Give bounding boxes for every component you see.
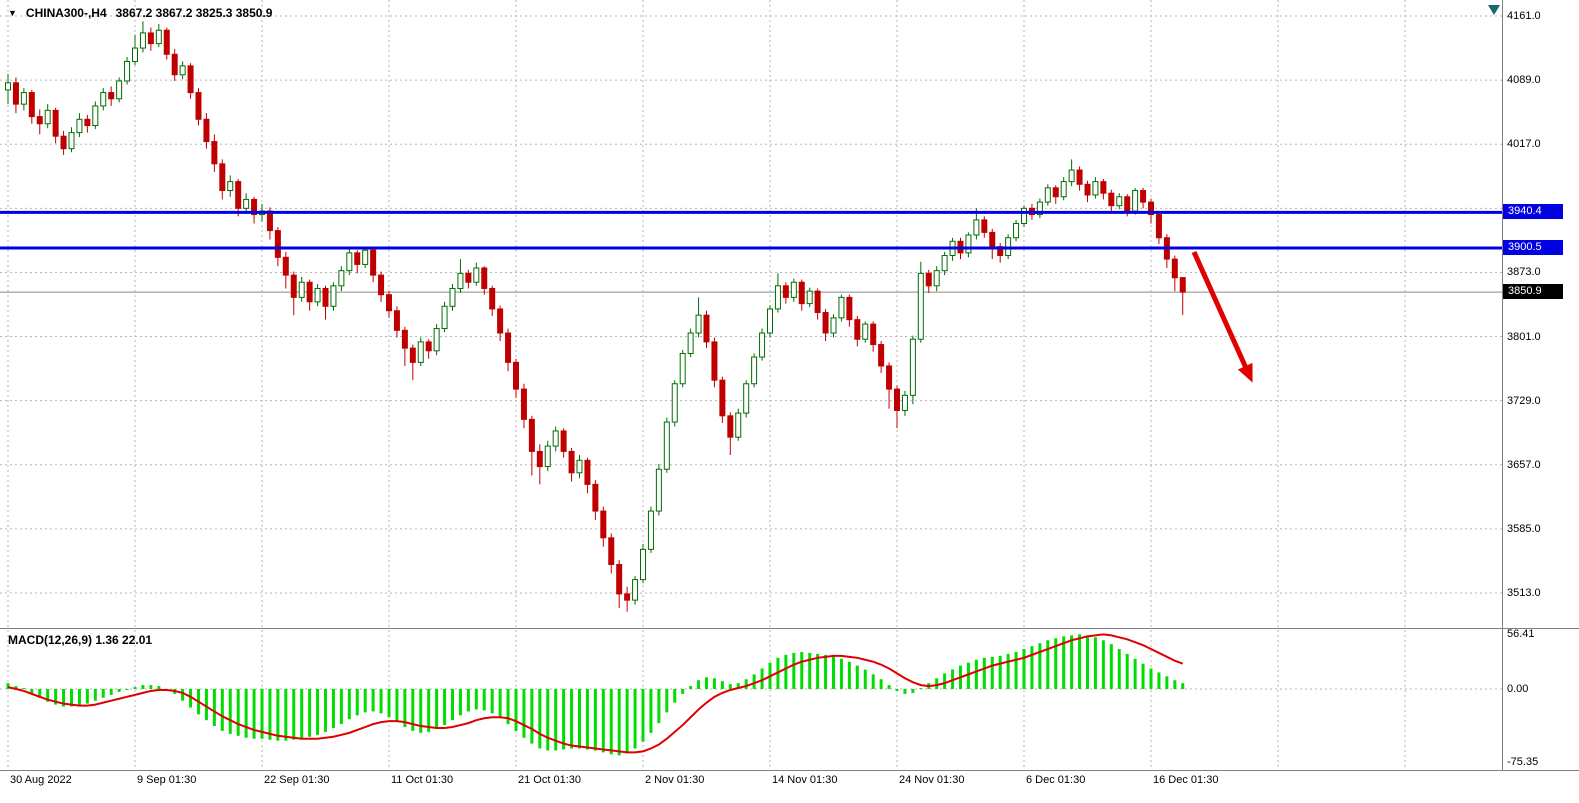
price-axis-label: 3585.0 <box>1507 522 1541 535</box>
level-price-badge: 3900.5 <box>1503 239 1563 255</box>
time-axis-label: 16 Dec 01:30 <box>1153 774 1219 786</box>
macd-axis-label: 0.00 <box>1507 683 1529 695</box>
price-axis-label: 3801.0 <box>1507 330 1541 343</box>
chart-shift-marker[interactable] <box>1488 5 1500 15</box>
candlestick-series <box>5 21 1186 612</box>
grid-lines <box>0 0 1502 770</box>
current-price-badge: 3850.9 <box>1503 284 1563 300</box>
macd-axis-label: -75.35 <box>1507 756 1539 769</box>
ohlc-values: 3867.2 3867.2 3825.3 3850.9 <box>115 6 273 20</box>
time-axis-label: 2 Nov 01:30 <box>645 774 705 786</box>
expand-arrow-icon[interactable]: ▼ <box>8 8 17 18</box>
price-axis-label: 3513.0 <box>1507 587 1541 599</box>
macd-signal-line <box>7 633 1184 754</box>
price-axis-label: 3873.0 <box>1507 266 1541 279</box>
chart-header: ▼ CHINA300-,H4 3867.2 3867.2 3825.3 3850… <box>8 6 272 20</box>
price-axis-label: 4017.0 <box>1507 138 1541 151</box>
price-axis-label: 3657.0 <box>1507 458 1541 471</box>
time-axis-label: 6 Dec 01:30 <box>1026 774 1086 786</box>
time-axis-label: 21 Oct 01:30 <box>518 774 581 786</box>
macd-histogram <box>6 634 1185 756</box>
level-price-badge: 3940.4 <box>1503 204 1563 220</box>
time-axis-label: 30 Aug 2022 <box>10 774 72 786</box>
trend-arrow[interactable] <box>1191 250 1253 383</box>
time-axis-label: 24 Nov 01:30 <box>899 774 965 786</box>
time-axis-label: 9 Sep 01:30 <box>137 774 197 786</box>
macd-axis-label: 56.41 <box>1507 628 1535 640</box>
time-axis-label: 14 Nov 01:30 <box>772 774 838 786</box>
symbol-title: CHINA300-,H4 <box>25 6 107 20</box>
price-axis-label: 4089.0 <box>1507 74 1541 87</box>
price-axis-label: 4161.0 <box>1507 10 1541 22</box>
price-axis-label: 3729.0 <box>1507 394 1541 407</box>
time-axis-label: 11 Oct 01:30 <box>391 774 454 786</box>
time-axis-label: 22 Sep 01:30 <box>264 774 330 786</box>
macd-indicator-label: MACD(12,26,9) 1.36 22.01 <box>8 633 153 647</box>
